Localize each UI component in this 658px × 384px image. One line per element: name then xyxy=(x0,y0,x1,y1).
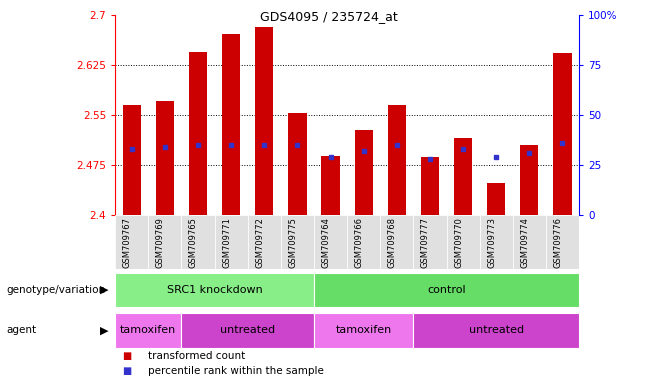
Text: ■: ■ xyxy=(122,366,131,376)
Bar xyxy=(182,215,215,269)
Bar xyxy=(520,145,538,215)
Text: GDS4095 / 235724_at: GDS4095 / 235724_at xyxy=(260,10,398,23)
Text: GSM709771: GSM709771 xyxy=(222,217,231,268)
Bar xyxy=(314,313,413,348)
Text: SRC1 knockdown: SRC1 knockdown xyxy=(166,285,263,295)
Text: GSM709776: GSM709776 xyxy=(553,217,563,268)
Text: GSM709766: GSM709766 xyxy=(355,217,364,268)
Text: GSM709768: GSM709768 xyxy=(388,217,397,268)
Bar xyxy=(148,215,182,269)
Text: percentile rank within the sample: percentile rank within the sample xyxy=(148,366,324,376)
Bar xyxy=(255,26,273,215)
Bar xyxy=(156,101,174,215)
Text: ▶: ▶ xyxy=(100,325,109,335)
Text: GSM709777: GSM709777 xyxy=(421,217,430,268)
Bar xyxy=(513,215,546,269)
Bar xyxy=(314,215,347,269)
Text: GSM709770: GSM709770 xyxy=(454,217,463,268)
Bar xyxy=(321,156,340,215)
Text: GSM709772: GSM709772 xyxy=(255,217,265,268)
Bar xyxy=(247,215,281,269)
Bar xyxy=(421,157,439,215)
Text: transformed count: transformed count xyxy=(148,351,245,361)
Text: tamoxifen: tamoxifen xyxy=(120,325,176,335)
Text: control: control xyxy=(427,285,466,295)
Text: GSM709774: GSM709774 xyxy=(520,217,529,268)
Text: GSM709767: GSM709767 xyxy=(123,217,132,268)
Bar xyxy=(546,215,579,269)
Bar xyxy=(122,105,141,215)
Bar xyxy=(288,113,307,215)
Bar xyxy=(553,53,572,215)
Bar xyxy=(480,215,513,269)
Text: GSM709764: GSM709764 xyxy=(322,217,330,268)
Bar xyxy=(115,313,182,348)
Bar xyxy=(355,130,373,215)
Text: ▶: ▶ xyxy=(100,285,109,295)
Bar xyxy=(380,215,413,269)
Bar xyxy=(189,52,207,215)
Text: GSM709773: GSM709773 xyxy=(487,217,496,268)
Bar xyxy=(314,273,579,307)
Bar xyxy=(413,215,447,269)
Text: GSM709775: GSM709775 xyxy=(288,217,297,268)
Bar xyxy=(388,104,406,215)
Bar xyxy=(413,313,579,348)
Bar xyxy=(222,34,240,215)
Bar xyxy=(447,215,480,269)
Bar xyxy=(182,313,314,348)
Text: GSM709765: GSM709765 xyxy=(189,217,198,268)
Text: genotype/variation: genotype/variation xyxy=(7,285,106,295)
Bar xyxy=(115,273,314,307)
Text: untreated: untreated xyxy=(220,325,275,335)
Bar xyxy=(454,138,472,215)
Text: GSM709769: GSM709769 xyxy=(156,217,165,268)
Bar xyxy=(281,215,314,269)
Bar xyxy=(115,215,148,269)
Text: ■: ■ xyxy=(122,351,131,361)
Text: untreated: untreated xyxy=(468,325,524,335)
Bar xyxy=(215,215,247,269)
Bar xyxy=(347,215,380,269)
Text: tamoxifen: tamoxifen xyxy=(336,325,392,335)
Bar xyxy=(487,183,505,215)
Text: agent: agent xyxy=(7,325,37,335)
